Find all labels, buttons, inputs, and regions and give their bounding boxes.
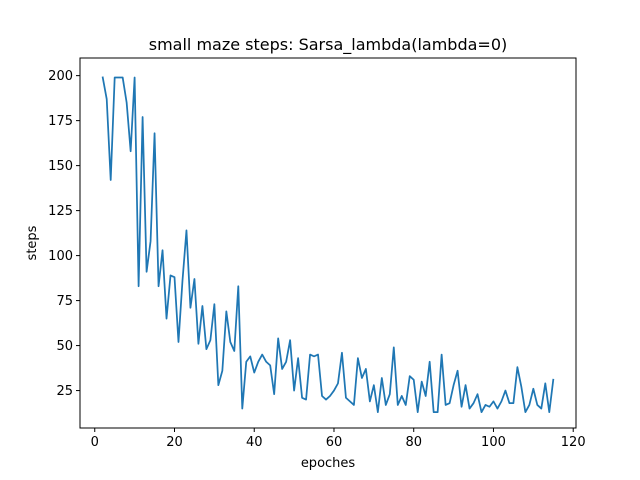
y-tick-label: 150 — [48, 159, 73, 174]
y-axis-ticks: 25 50 75 100 125 150 175 200 — [48, 69, 80, 399]
y-tick-label: 50 — [56, 339, 73, 354]
y-tick-label: 100 — [48, 249, 73, 264]
axes-frame — [79, 57, 577, 429]
x-tick-label: 100 — [481, 435, 506, 450]
plot-area — [101, 76, 555, 414]
x-tick-label: 80 — [405, 435, 422, 450]
y-tick-label: 25 — [56, 384, 73, 399]
series-line — [101, 76, 555, 414]
y-tick-label: 200 — [48, 69, 73, 84]
y-tick-label: 75 — [56, 294, 73, 309]
chart-title: small maze steps: Sarsa_lambda(lambda=0) — [149, 35, 508, 55]
y-tick-label: 125 — [48, 204, 73, 219]
y-axis-label: steps — [25, 225, 40, 260]
x-tick-label: 120 — [561, 435, 586, 450]
x-axis-label: epoches — [301, 456, 356, 471]
x-tick-label: 40 — [246, 435, 263, 450]
x-tick-label: 60 — [326, 435, 343, 450]
x-tick-label: 0 — [91, 435, 99, 450]
y-tick-label: 175 — [48, 114, 73, 129]
x-axis-ticks: 0 20 40 60 80 100 120 — [91, 428, 586, 450]
x-tick-label: 20 — [166, 435, 183, 450]
